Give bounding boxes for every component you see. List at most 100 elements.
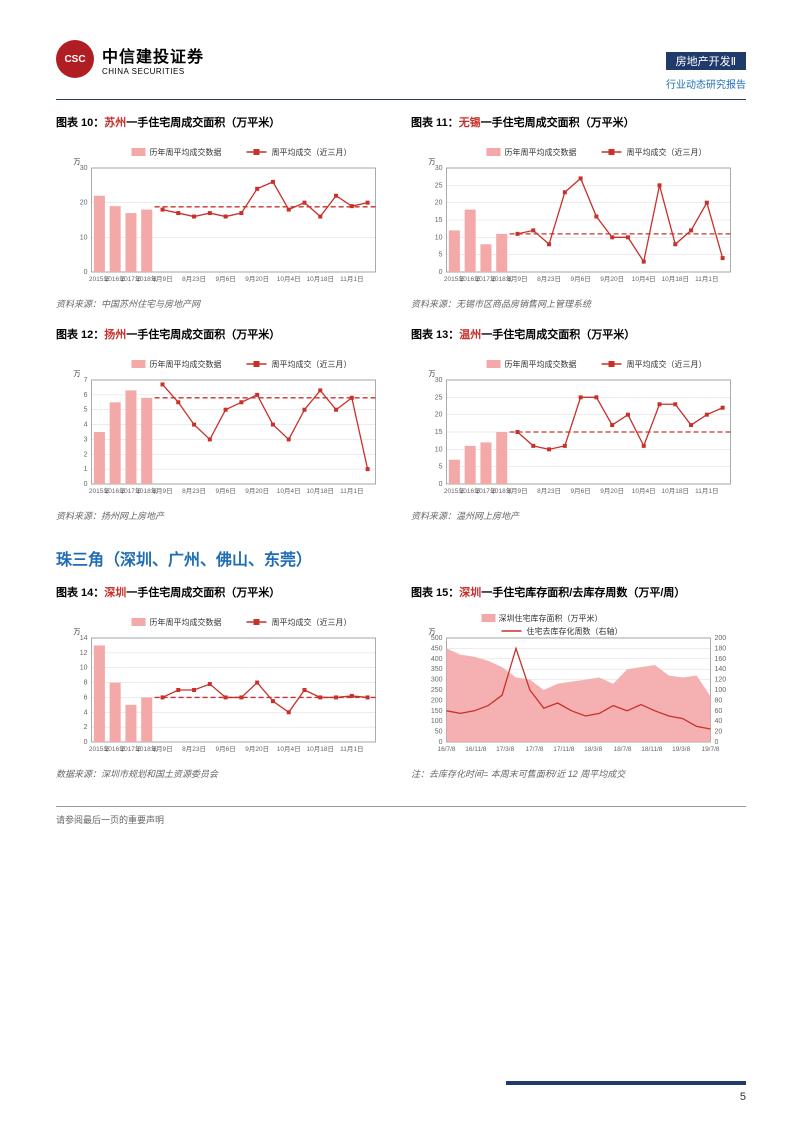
svg-text:8月23日: 8月23日: [537, 487, 561, 495]
svg-text:4: 4: [84, 422, 88, 429]
bottom-accent-bar: [506, 1081, 746, 1085]
svg-text:9月20日: 9月20日: [245, 745, 269, 753]
svg-text:5: 5: [439, 464, 443, 471]
svg-text:12: 12: [80, 650, 88, 657]
svg-text:20: 20: [715, 729, 723, 736]
chart-14: 图表 14：深圳一手住宅周成交面积（万平米） 历年周平均成交数据周平均成交（近三…: [56, 584, 391, 790]
chart-15: 图表 15：深圳一手住宅库存面积/去库存周数（万平/周） 深圳住宅库存面积（万平…: [411, 584, 746, 790]
svg-text:18/3/8: 18/3/8: [584, 746, 602, 753]
svg-text:100: 100: [715, 687, 727, 694]
svg-text:80: 80: [715, 697, 723, 704]
page-header: CSC 中信建投证券 CHINA SECURITIES 房地产开发Ⅱ 行业动态研…: [56, 40, 746, 91]
section-title: 珠三角（深圳、广州、佛山、东莞）: [56, 546, 746, 570]
svg-text:住宅去库存化周数（右轴）: 住宅去库存化周数（右轴）: [527, 626, 623, 636]
svg-text:8月23日: 8月23日: [182, 487, 206, 495]
chart-subtitle: 一手住宅周成交面积（万平米）: [126, 329, 280, 341]
chart-10-source: 资料来源：中国苏州住宅与房地产网: [56, 297, 391, 310]
svg-text:周平均成交（近三月）: 周平均成交（近三月）: [627, 359, 707, 369]
svg-text:8: 8: [84, 680, 88, 687]
page-number: 5: [740, 1091, 746, 1103]
header-bar: 房地产开发Ⅱ: [666, 52, 746, 70]
svg-text:周平均成交（近三月）: 周平均成交（近三月）: [272, 147, 352, 157]
chart-prefix: 图表 14：: [56, 587, 104, 599]
category-label: 房地产开发Ⅱ: [676, 53, 736, 69]
svg-text:400: 400: [431, 656, 443, 663]
svg-text:8月9日: 8月9日: [507, 487, 527, 495]
svg-text:5: 5: [439, 252, 443, 259]
svg-text:20: 20: [435, 200, 443, 207]
svg-text:40: 40: [715, 718, 723, 725]
chart-13: 图表 13：温州一手住宅周成交面积（万平米） 历年周平均成交数据周平均成交（近三…: [411, 326, 746, 532]
chart-prefix: 图表 10：: [56, 117, 104, 129]
svg-text:50: 50: [435, 729, 443, 736]
svg-text:150: 150: [431, 708, 443, 715]
svg-text:9月20日: 9月20日: [600, 275, 624, 283]
svg-text:10月18日: 10月18日: [662, 275, 689, 283]
svg-text:30: 30: [80, 165, 88, 172]
svg-text:9月20日: 9月20日: [600, 487, 624, 495]
chart-15-source: 注：去库存化时间= 本周末可售面积/近 12 周平均成交: [411, 767, 746, 780]
chart-12-source: 资料来源：扬州网上房地产: [56, 509, 391, 522]
svg-text:深圳住宅库存面积（万平米）: 深圳住宅库存面积（万平米）: [499, 613, 603, 623]
svg-text:180: 180: [715, 645, 727, 652]
chart-11-svg: 历年周平均成交数据周平均成交（近三月）万0510152025302015年201…: [411, 140, 746, 290]
svg-text:100: 100: [431, 718, 443, 725]
svg-text:11月1日: 11月1日: [340, 745, 363, 753]
svg-text:17/7/8: 17/7/8: [525, 746, 543, 753]
chart-prefix: 图表 15：: [411, 587, 459, 599]
svg-text:10: 10: [80, 665, 88, 672]
svg-text:14: 14: [80, 635, 88, 642]
svg-text:10月18日: 10月18日: [307, 745, 334, 753]
svg-text:10月18日: 10月18日: [307, 275, 334, 283]
svg-text:9月6日: 9月6日: [215, 745, 235, 753]
svg-text:500: 500: [431, 635, 443, 642]
chart-13-source: 资料来源：温州网上房地产: [411, 509, 746, 522]
svg-text:30: 30: [435, 165, 443, 172]
svg-text:17/3/8: 17/3/8: [496, 746, 514, 753]
svg-text:2: 2: [84, 451, 88, 458]
chart-subtitle: 一手住宅库存面积/去库存周数（万平/周）: [481, 587, 685, 599]
report-type: 行业动态研究报告: [666, 76, 746, 91]
svg-text:16/11/8: 16/11/8: [465, 746, 487, 753]
chart-12-svg: 历年周平均成交数据周平均成交（近三月）万012345672015年2016年20…: [56, 352, 391, 502]
svg-text:18/11/8: 18/11/8: [641, 746, 663, 753]
chart-10-svg: 历年周平均成交数据周平均成交（近三月）万01020302015年2016年201…: [56, 140, 391, 290]
svg-text:15: 15: [435, 217, 443, 224]
chart-city: 扬州: [104, 329, 126, 341]
svg-text:7: 7: [84, 377, 88, 384]
svg-text:9月6日: 9月6日: [570, 487, 590, 495]
svg-text:3: 3: [84, 436, 88, 443]
chart-city: 无锡: [459, 117, 481, 129]
svg-text:6: 6: [84, 392, 88, 399]
svg-text:5: 5: [84, 407, 88, 414]
svg-text:9月6日: 9月6日: [215, 487, 235, 495]
svg-text:8月23日: 8月23日: [182, 275, 206, 283]
svg-text:周平均成交（近三月）: 周平均成交（近三月）: [627, 147, 707, 157]
svg-text:120: 120: [715, 677, 727, 684]
chart-city: 苏州: [104, 117, 126, 129]
svg-text:0: 0: [439, 481, 443, 488]
svg-text:11月1日: 11月1日: [695, 275, 718, 283]
chart-subtitle: 一手住宅周成交面积（万平米）: [481, 117, 635, 129]
svg-text:2: 2: [84, 724, 88, 731]
chart-14-svg: 历年周平均成交数据周平均成交（近三月）万024681012142015年2016…: [56, 610, 391, 760]
chart-11: 图表 11：无锡一手住宅周成交面积（万平米） 历年周平均成交数据周平均成交（近三…: [411, 114, 746, 320]
chart-14-source: 数据来源：深圳市规划和国土资源委员会: [56, 767, 391, 780]
svg-text:万: 万: [74, 370, 81, 378]
svg-text:18/7/8: 18/7/8: [613, 746, 631, 753]
svg-text:8月9日: 8月9日: [507, 275, 527, 283]
chart-city: 深圳: [104, 587, 126, 599]
svg-text:60: 60: [715, 708, 723, 715]
svg-text:8月23日: 8月23日: [182, 745, 206, 753]
svg-text:历年周平均成交数据: 历年周平均成交数据: [150, 359, 222, 369]
chart-11-source: 资料来源：无锡市区商品房销售网上管理系统: [411, 297, 746, 310]
svg-text:25: 25: [435, 394, 443, 401]
svg-text:15: 15: [435, 429, 443, 436]
chart-city: 深圳: [459, 587, 481, 599]
svg-text:0: 0: [84, 739, 88, 746]
divider: [56, 99, 746, 100]
svg-text:10月4日: 10月4日: [632, 487, 656, 495]
svg-text:0: 0: [84, 481, 88, 488]
svg-text:周平均成交（近三月）: 周平均成交（近三月）: [272, 359, 352, 369]
chart-prefix: 图表 11：: [411, 117, 459, 129]
